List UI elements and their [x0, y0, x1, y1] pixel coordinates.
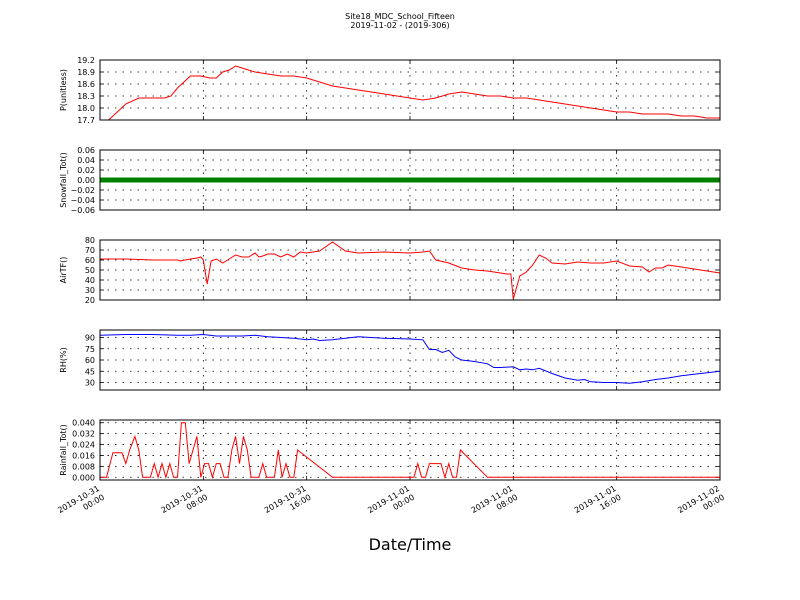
panel-5-ytick-label-0: 0.000 — [72, 473, 95, 482]
panel-1-frame — [99, 59, 721, 121]
panel-1-ytick-label-5: 19.2 — [77, 56, 95, 65]
panel-2-point-23 — [691, 177, 697, 183]
panel-2-ytick-label-0: −0.06 — [70, 206, 95, 215]
panel-2-ytick-label-2: −0.02 — [70, 186, 95, 195]
panel-2-point-1 — [123, 177, 129, 183]
panel-2-point-17 — [536, 177, 542, 183]
panel-1-ytick-label-1: 18.0 — [77, 104, 95, 113]
x-tick-label-4: 2019-11-0108:00 — [470, 484, 520, 524]
panel-2-point-4 — [200, 177, 206, 183]
panel-4-ylabel: RH(%) — [59, 347, 68, 372]
panel-5-series-line-0 — [100, 422, 720, 480]
panel-3-ytick-label-3: 50 — [85, 266, 95, 275]
chart-title: Site18_MDC_School_Fifteen — [345, 12, 455, 21]
panel-2-ytick-label-5: 0.04 — [77, 156, 95, 165]
panel-5-ytick-label-4: 0.032 — [72, 430, 95, 439]
panel-2-point-10 — [355, 177, 361, 183]
panel-1-ytick-label-3: 18.6 — [77, 80, 95, 89]
panels-group: 17.7 18.0 18.3 18.6 18.9 19.2 P(unitless) −0.06… — [59, 56, 721, 482]
x-tick-label-5: 2019-11-0116:00 — [573, 484, 623, 524]
panel-2-point-21 — [640, 177, 645, 183]
panel-2-point-11 — [381, 177, 387, 183]
panel-2-point-3 — [175, 177, 180, 183]
panel-3-ytick-label-6: 80 — [85, 236, 95, 245]
panel-5-ytick-label-5: 0.040 — [72, 419, 95, 428]
panel-2-point-12 — [407, 177, 413, 183]
x-tick-label-0: 2019-10-3100:00 — [56, 484, 106, 524]
panel-3-ytick-label-5: 70 — [85, 246, 95, 255]
panel-2-point-5 — [226, 177, 232, 183]
panel-4: 30 45 60 75 90 RH(%) — [59, 329, 721, 391]
panel-3-ytick-label-0: 20 — [85, 296, 95, 305]
panel-3-ytick-label-2: 40 — [85, 276, 95, 285]
panel-5-ytick-label-2: 0.016 — [72, 451, 95, 460]
panel-3-ylabel: AirTF() — [59, 257, 68, 284]
panel-2-point-19 — [588, 177, 594, 183]
panel-2-ytick-label-6: 0.06 — [77, 146, 95, 155]
panel-3-ytick-label-4: 60 — [85, 256, 95, 265]
panel-2-point-9 — [330, 177, 335, 183]
panel-4-ytick-label-2: 60 — [85, 356, 95, 365]
panel-1-ytick-label-4: 18.9 — [77, 68, 95, 77]
panel-2-point-14 — [459, 177, 465, 183]
panel-2-ytick-label-4: 0.02 — [77, 166, 95, 175]
panel-2-point-13 — [433, 177, 439, 183]
panel-2-ytick-label-1: −0.04 — [70, 196, 95, 205]
panel-4-ytick-label-4: 90 — [85, 334, 95, 343]
panel-2-point-20 — [614, 177, 620, 183]
x-tick-label-1: 2019-10-3108:00 — [160, 484, 210, 524]
panel-2: −0.06−0.04−0.020.000.020.040.06 Snowfall_… — [59, 146, 721, 215]
panel-2-point-0 — [100, 177, 103, 183]
panel-1-ytick-label-0: 17.7 — [77, 116, 95, 125]
panel-2-point-8 — [304, 177, 310, 183]
panel-2-point-24 — [717, 177, 720, 183]
panel-2-ylabel: Snowfall_Tot() — [59, 152, 68, 208]
panel-5-ylabel: Rainfall_Tot() — [59, 424, 68, 476]
x-tick-label-3: 2019-11-0100:00 — [366, 484, 416, 524]
panel-5-frame — [99, 419, 721, 481]
panel-2-point-2 — [149, 177, 155, 183]
panel-3-series-line-0 — [100, 241, 720, 300]
chart-subtitle: 2019-11-02 - (2019-306) — [350, 21, 449, 30]
panel-4-frame — [99, 329, 721, 391]
panel-2-point-22 — [665, 177, 671, 183]
panel-1-ytick-label-2: 18.3 — [77, 92, 95, 101]
panel-2-point-18 — [562, 177, 568, 183]
panel-1: 17.7 18.0 18.3 18.6 18.9 19.2 P(unitless) — [59, 56, 721, 125]
panel-2-point-15 — [485, 177, 490, 183]
panel-2-point-16 — [510, 177, 516, 183]
panel-4-ytick-label-0: 30 — [85, 379, 95, 388]
panel-2-ytick-label-3: 0.00 — [77, 176, 95, 185]
panel-4-series-line-0 — [100, 333, 720, 384]
panel-4-ytick-label-3: 75 — [85, 345, 95, 354]
panel-2-point-7 — [278, 177, 284, 183]
panel-3-frame — [99, 239, 721, 301]
x-axis-label: Date/Time — [369, 535, 452, 554]
panel-2-point-6 — [252, 177, 258, 183]
x-tick-label-2: 2019-10-3116:00 — [263, 484, 313, 524]
x-tick-label-6: 2019-11-0200:00 — [676, 484, 726, 524]
panel-2-frame — [99, 149, 721, 211]
panel-1-ylabel: P(unitless) — [59, 69, 68, 111]
x-tick-labels: 2019-10-3100:00 2019-10-3108:00 2019-10-31… — [56, 484, 726, 524]
panel-5-ytick-label-3: 0.024 — [72, 441, 95, 450]
panel-1-series-line-0 — [107, 65, 720, 120]
panel-4-ytick-label-1: 45 — [85, 367, 95, 376]
panel-3-ytick-label-1: 30 — [85, 286, 95, 295]
panel-5-ytick-label-1: 0.008 — [72, 462, 95, 471]
